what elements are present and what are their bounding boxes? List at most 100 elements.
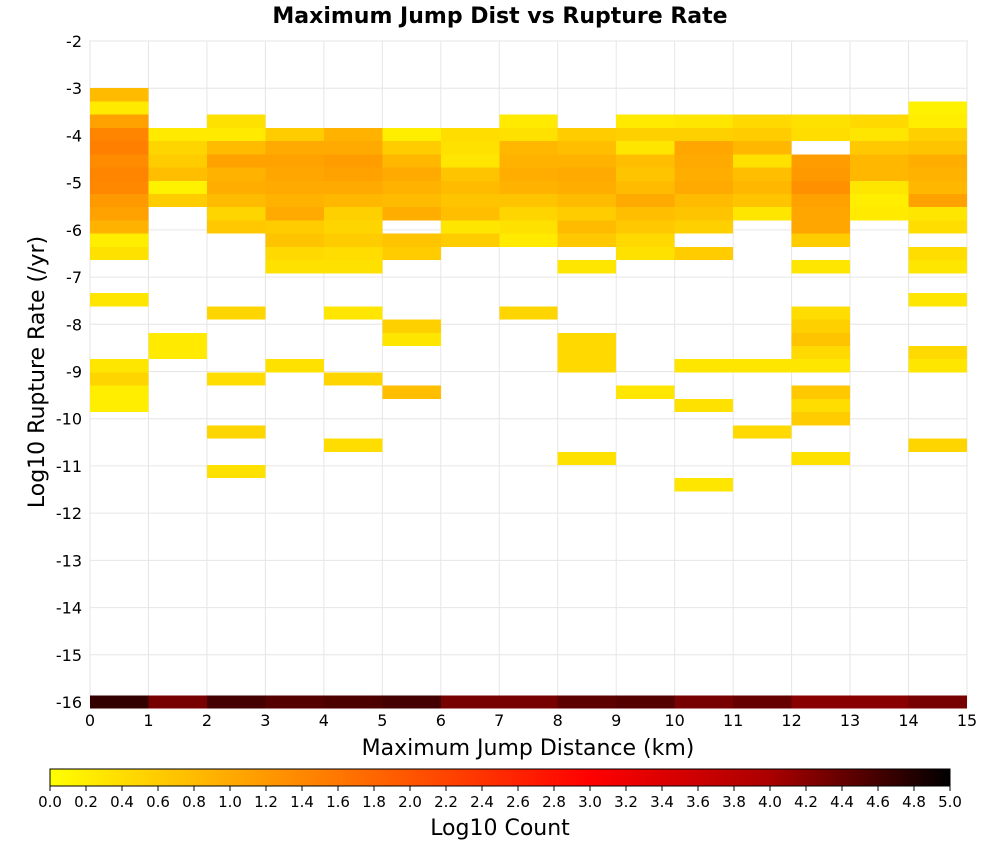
heatmap-cell: [616, 154, 675, 168]
heatmap-cell: [850, 141, 909, 155]
y-tick-label: -4: [66, 126, 82, 145]
x-tick-label: 2: [202, 711, 212, 730]
y-tick-label: -9: [66, 363, 82, 382]
x-tick-label: 8: [553, 711, 563, 730]
colorbar-tick-label: 2.4: [470, 793, 494, 811]
heatmap-cell: [557, 207, 617, 221]
heatmap-cell: [323, 180, 383, 194]
colorbar-tick-label: 0.8: [182, 793, 206, 811]
heatmap-cell: [733, 127, 792, 142]
heatmap-cell: [674, 695, 734, 709]
colorbar-tick-label: 0.6: [146, 793, 170, 811]
heatmap-cell: [908, 260, 967, 274]
heatmap-cell: [499, 233, 558, 247]
heatmap-cell: [908, 220, 967, 234]
heatmap-cell: [908, 246, 967, 261]
heatmap-cell: [733, 180, 792, 194]
heatmap-cell: [265, 167, 324, 181]
heatmap-cell: [499, 207, 558, 221]
heatmap-cell: [382, 207, 441, 221]
chart-title: Maximum Jump Dist vs Rupture Rate: [272, 4, 727, 29]
heatmap-cell: [791, 114, 851, 128]
heatmap-cell: [616, 193, 675, 208]
colorbar-tick-label: 1.0: [218, 793, 242, 811]
x-axis-label: Maximum Jump Distance (km): [362, 736, 695, 761]
heatmap-cell: [90, 293, 149, 307]
x-tick-label: 7: [494, 711, 504, 730]
heatmap-cell: [557, 127, 617, 142]
heatmap-cell: [265, 233, 324, 247]
heatmap-cell: [323, 306, 383, 320]
heatmap-cell: [791, 385, 851, 399]
heatmap-cell: [733, 193, 792, 208]
heatmap-cell: [382, 385, 441, 399]
heatmap-cell: [323, 220, 383, 234]
heatmap-cell: [440, 220, 500, 234]
heatmap-cell: [90, 385, 149, 399]
x-tick-label: 15: [957, 711, 977, 730]
heatmap-cell: [382, 233, 441, 247]
heatmap-cell: [791, 193, 851, 208]
y-tick-label: -8: [66, 315, 82, 334]
heatmap-cell: [791, 332, 851, 347]
colorbar-tick-label: 2.2: [434, 793, 458, 811]
heatmap-cell: [206, 154, 266, 168]
heatmap-cell: [148, 154, 207, 168]
heatmap-cell: [206, 695, 266, 709]
heatmap-cell: [850, 193, 909, 208]
heatmap-cell: [265, 127, 324, 142]
heatmap-cell: [265, 193, 324, 208]
colorbar-tick-label: 2.8: [542, 793, 566, 811]
heatmap-cell: [90, 372, 149, 386]
heatmap-cell: [206, 372, 266, 386]
heatmap-cell: [616, 695, 675, 709]
heatmap-cell: [733, 114, 792, 128]
heatmap-cell: [265, 220, 324, 234]
heatmap-cell: [850, 695, 909, 709]
heatmap-cell: [265, 154, 324, 168]
colorbar-tick-label: 1.4: [290, 793, 314, 811]
heatmap-cell: [499, 220, 558, 234]
heatmap-cell: [499, 695, 558, 709]
heatmap-cell: [90, 114, 149, 128]
heatmap-cell: [674, 220, 734, 234]
heatmap-cell: [733, 207, 792, 221]
heatmap-cell: [791, 451, 851, 465]
heatmap-cell: [674, 114, 734, 128]
heatmap-cell: [206, 220, 266, 234]
x-tick-label: 11: [723, 711, 743, 730]
heatmap-cell: [791, 359, 851, 373]
x-tick-label: 13: [840, 711, 860, 730]
heatmap-cell: [850, 207, 909, 221]
heatmap-cell: [382, 695, 441, 709]
heatmap-cell: [791, 346, 851, 360]
heatmap-cell: [265, 260, 324, 274]
heatmap-cell: [382, 141, 441, 155]
y-tick-label: -14: [56, 599, 82, 618]
y-axis-ticks: -16 -15 -14 -13 -12 -11 -10 -9 -8 -7 -6 -5 -4 -3 -2: [56, 32, 82, 712]
heatmap-cell: [323, 193, 383, 208]
heatmap-cell: [265, 207, 324, 221]
heatmap-cell: [148, 332, 207, 347]
heatmap-cell: [557, 180, 617, 194]
heatmap-cell: [206, 180, 266, 194]
heatmap-cell: [90, 141, 149, 155]
x-tick-label: 9: [611, 711, 621, 730]
y-tick-label: -3: [66, 79, 82, 98]
heatmap-cell: [616, 385, 675, 399]
colorbar-tick-label: 4.2: [794, 793, 818, 811]
heatmap-cell: [791, 306, 851, 320]
heatmap-cell: [90, 88, 149, 102]
heatmap-cell: [148, 180, 207, 194]
heatmap-cell: [616, 220, 675, 234]
heatmap-cell: [908, 154, 967, 168]
heatmap-cell: [908, 293, 967, 307]
heatmap-cell: [323, 246, 383, 261]
heatmap-cell: [557, 141, 617, 155]
heatmap-cell: [382, 246, 441, 261]
heatmap-cell: [440, 154, 500, 168]
heatmap-cell: [557, 260, 617, 274]
heatmap-cell: [616, 141, 675, 155]
heatmap-cell: [90, 398, 149, 413]
heatmap-cell: [206, 306, 266, 320]
